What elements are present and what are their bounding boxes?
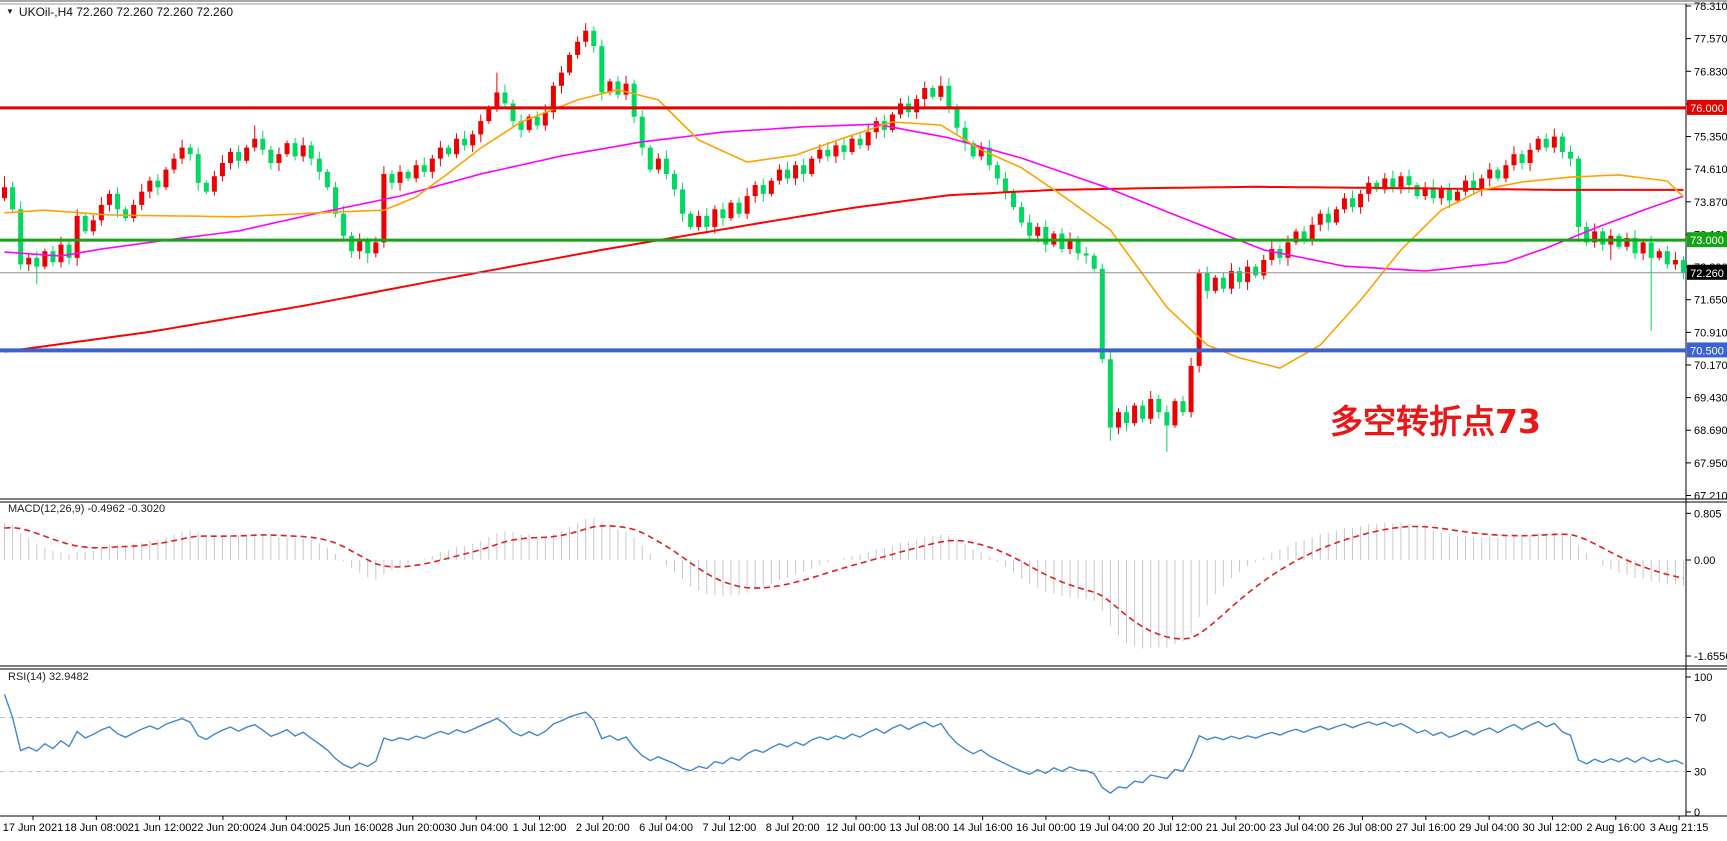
svg-text:3 Aug 21:15: 3 Aug 21:15 (1650, 822, 1709, 834)
ma-mid-magenta (4, 123, 1684, 272)
svg-text:75.350: 75.350 (1694, 132, 1727, 144)
svg-text:30 Jun 04:00: 30 Jun 04:00 (444, 822, 508, 834)
chart-annotation: 多空转折点73 (1330, 402, 1541, 441)
svg-text:21 Jul 20:00: 21 Jul 20:00 (1206, 822, 1266, 834)
svg-text:7 Jul 12:00: 7 Jul 12:00 (702, 822, 756, 834)
rsi-line (3, 694, 1684, 794)
svg-text:1 Jul 12:00: 1 Jul 12:00 (513, 822, 567, 834)
svg-text:0.00: 0.00 (1694, 555, 1715, 567)
macd-pane: 0.805 0.00 -1.6556 (4, 508, 1727, 663)
symbol-info: ▼ UKOil-,H4 72.260 72.260 72.260 72.260 (6, 5, 233, 19)
svg-text:22 Jun 20:00: 22 Jun 20:00 (191, 822, 255, 834)
svg-text:14 Jul 16:00: 14 Jul 16:00 (953, 822, 1013, 834)
svg-text:-1.6556: -1.6556 (1694, 651, 1727, 663)
svg-text:29 Jul 04:00: 29 Jul 04:00 (1459, 822, 1519, 834)
pane-separators (0, 4, 1727, 817)
svg-text:77.570: 77.570 (1694, 34, 1727, 46)
svg-text:76.000: 76.000 (1690, 103, 1724, 115)
svg-text:17 Jun 2021: 17 Jun 2021 (3, 822, 64, 834)
rsi-indicator-label: RSI(14) 32.9482 (8, 671, 89, 683)
svg-text:30: 30 (1694, 767, 1706, 779)
window-frame (0, 0, 1727, 5)
svg-text:78.310: 78.310 (1694, 1, 1727, 13)
svg-text:19 Jul 04:00: 19 Jul 04:00 (1079, 822, 1139, 834)
svg-text:68.690: 68.690 (1694, 425, 1727, 437)
price-axis: 78.31077.57076.83076.09075.35074.61073.8… (1686, 1, 1727, 503)
svg-text:21 Jun 12:00: 21 Jun 12:00 (128, 822, 192, 834)
chevron-down-icon[interactable]: ▼ (6, 7, 14, 16)
svg-text:6 Jul 04:00: 6 Jul 04:00 (639, 822, 693, 834)
svg-text:18 Jun 08:00: 18 Jun 08:00 (64, 822, 128, 834)
svg-text:30 Jul 12:00: 30 Jul 12:00 (1522, 822, 1582, 834)
svg-text:72.260: 72.260 (1690, 268, 1724, 280)
macd-signal-line (4, 524, 1684, 640)
svg-text:28 Jun 20:00: 28 Jun 20:00 (381, 822, 445, 834)
svg-text:73.000: 73.000 (1690, 235, 1724, 247)
rsi-pane: 100 70 30 0 (0, 672, 1712, 819)
svg-text:24 Jun 04:00: 24 Jun 04:00 (254, 822, 318, 834)
svg-text:2 Aug 16:00: 2 Aug 16:00 (1586, 822, 1645, 834)
svg-text:8 Jul 20:00: 8 Jul 20:00 (766, 822, 820, 834)
svg-text:70.910: 70.910 (1694, 327, 1727, 339)
horizontal-lines (0, 106, 1686, 353)
svg-text:71.650: 71.650 (1694, 295, 1727, 307)
ma-slow-red (4, 185, 1684, 353)
svg-text:74.610: 74.610 (1694, 164, 1727, 176)
svg-text:0: 0 (1694, 807, 1700, 819)
svg-text:12 Jul 00:00: 12 Jul 00:00 (826, 822, 886, 834)
candles (2, 23, 1686, 452)
svg-text:70: 70 (1694, 713, 1706, 725)
svg-text:16 Jul 00:00: 16 Jul 00:00 (1016, 822, 1076, 834)
svg-text:2 Jul 20:00: 2 Jul 20:00 (576, 822, 630, 834)
svg-text:26 Jul 08:00: 26 Jul 08:00 (1333, 822, 1393, 834)
svg-text:70.170: 70.170 (1694, 360, 1727, 372)
svg-text:23 Jul 04:00: 23 Jul 04:00 (1269, 822, 1329, 834)
symbol-ohlc-text: UKOil-,H4 72.260 72.260 72.260 72.260 (18, 5, 234, 19)
svg-text:67.210: 67.210 (1694, 491, 1727, 503)
svg-text:70.500: 70.500 (1690, 345, 1724, 357)
time-axis: 17 Jun 2021 18 Jun 08:00 21 Jun 12:00 22 Ju… (3, 816, 1709, 834)
svg-text:25 Jun 16:00: 25 Jun 16:00 (318, 822, 382, 834)
svg-text:76.830: 76.830 (1694, 66, 1727, 78)
svg-text:20 Jul 12:00: 20 Jul 12:00 (1143, 822, 1203, 834)
svg-text:73.870: 73.870 (1694, 197, 1727, 209)
ma-fast-orange (4, 88, 1685, 369)
svg-text:69.430: 69.430 (1694, 393, 1727, 405)
moving-averages (4, 88, 1685, 369)
macd-indicator-label: MACD(12,26,9) -0.4962 -0.3020 (8, 503, 166, 515)
svg-text:13 Jul 08:00: 13 Jul 08:00 (889, 822, 949, 834)
svg-text:0.805: 0.805 (1694, 508, 1722, 520)
svg-text:100: 100 (1694, 672, 1712, 684)
svg-text:67.950: 67.950 (1694, 458, 1727, 470)
svg-text:27 Jul 16:00: 27 Jul 16:00 (1396, 822, 1456, 834)
